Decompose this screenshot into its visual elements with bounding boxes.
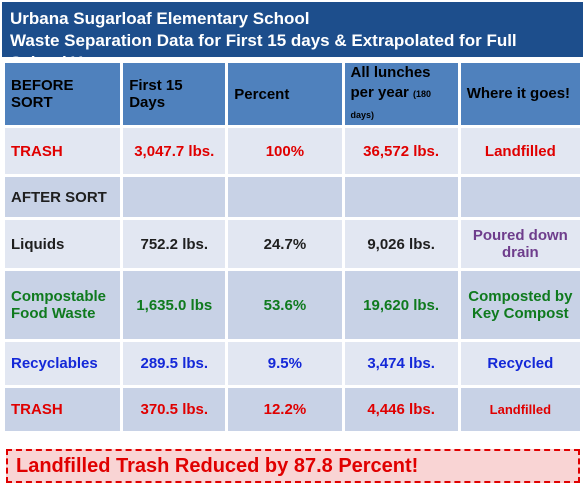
cell-15-days: 289.5 lbs. xyxy=(123,342,226,385)
cell-15-days: 752.2 lbs. xyxy=(123,220,226,268)
waste-data-table: BEFORE SORT First 15 Days Percent All lu… xyxy=(2,60,583,434)
summary-banner: Landfilled Trash Reduced by 87.8 Percent… xyxy=(6,449,580,483)
empty-cell xyxy=(123,177,226,217)
row-label: Recyclables xyxy=(5,342,121,385)
cell-per-year: 4,446 lbs. xyxy=(344,388,458,431)
cell-percent: 12.2% xyxy=(228,388,342,431)
col-header-where: Where it goes! xyxy=(460,63,580,125)
cell-where: Composted by Key Compost xyxy=(460,271,580,339)
cell-15-days: 1,635.0 lbs xyxy=(123,271,226,339)
cell-percent: 24.7% xyxy=(228,220,342,268)
col-header-per-year-suffix: (180 days) xyxy=(350,89,432,120)
cell-percent: 53.6% xyxy=(228,271,342,339)
col-header-first-15-days: First 15 Days xyxy=(123,63,226,125)
table-row: Liquids 752.2 lbs. 24.7% 9,026 lbs. Pour… xyxy=(5,220,580,268)
col-header-before-sort: BEFORE SORT xyxy=(5,63,121,125)
col-header-per-year: All lunches per year (180 days) xyxy=(344,63,458,125)
row-label: TRASH xyxy=(5,128,121,174)
row-label: TRASH xyxy=(5,388,121,431)
col-header-per-year-label: All lunches per year xyxy=(350,64,431,101)
table-header-row: BEFORE SORT First 15 Days Percent All lu… xyxy=(5,63,580,125)
empty-cell xyxy=(460,177,580,217)
cell-per-year: 36,572 lbs. xyxy=(344,128,458,174)
slide-header: Urbana Sugarloaf Elementary School Waste… xyxy=(2,2,583,72)
cell-where: Poured down drain xyxy=(460,220,580,268)
table-row: TRASH 3,047.7 lbs. 100% 36,572 lbs. Land… xyxy=(5,128,580,174)
school-name: Urbana Sugarloaf Elementary School xyxy=(10,9,310,28)
cell-per-year: 3,474 lbs. xyxy=(344,342,458,385)
table-section-row: AFTER SORT xyxy=(5,177,580,217)
table-row: Recyclables 289.5 lbs. 9.5% 3,474 lbs. R… xyxy=(5,342,580,385)
cell-where: Recycled xyxy=(460,342,580,385)
row-label: Compostable Food Waste xyxy=(5,271,121,339)
col-header-percent: Percent xyxy=(228,63,342,125)
table-row: Compostable Food Waste 1,635.0 lbs 53.6%… xyxy=(5,271,580,339)
after-sort-label: AFTER SORT xyxy=(5,177,121,217)
cell-percent: 100% xyxy=(228,128,342,174)
empty-cell xyxy=(228,177,342,217)
cell-per-year: 9,026 lbs. xyxy=(344,220,458,268)
cell-per-year: 19,620 lbs. xyxy=(344,271,458,339)
cell-where: Landfilled xyxy=(460,128,580,174)
empty-cell xyxy=(344,177,458,217)
cell-where: Landfilled xyxy=(460,388,580,431)
cell-15-days: 3,047.7 lbs. xyxy=(123,128,226,174)
cell-15-days: 370.5 lbs. xyxy=(123,388,226,431)
table-row: TRASH 370.5 lbs. 12.2% 4,446 lbs. Landfi… xyxy=(5,388,580,431)
cell-percent: 9.5% xyxy=(228,342,342,385)
row-label: Liquids xyxy=(5,220,121,268)
